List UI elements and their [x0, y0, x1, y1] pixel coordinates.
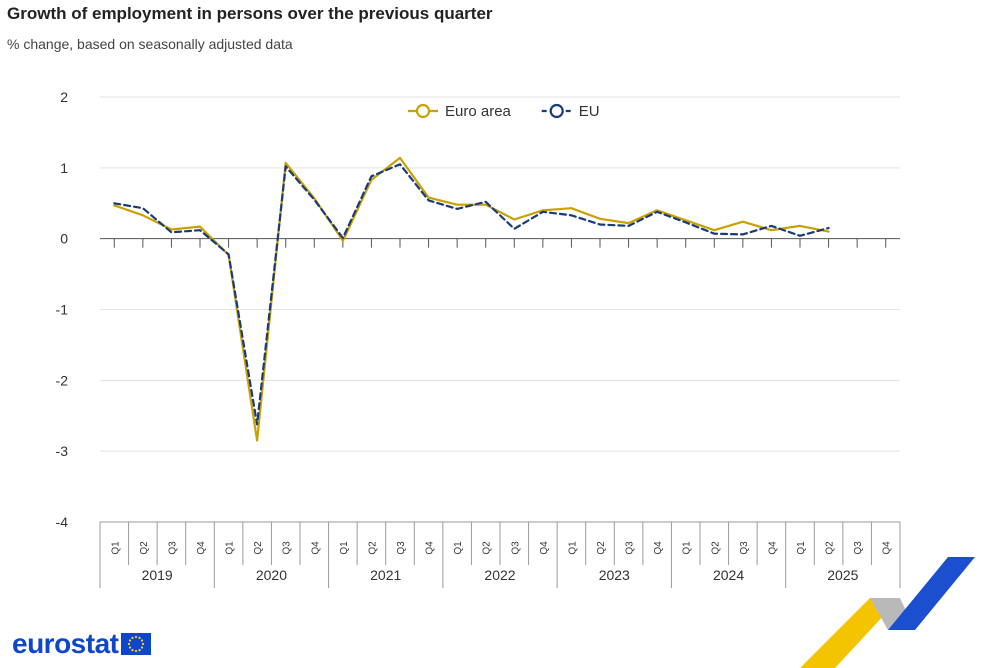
y-tick-label: -4 [56, 514, 69, 530]
legend-item[interactable]: EU [541, 103, 600, 120]
y-axis: 2 1 0 -1 -2 -3 -4 [56, 89, 69, 530]
legend-label: EU [579, 103, 600, 120]
y-tick-label: 1 [60, 160, 68, 176]
y-tick-label: 0 [60, 231, 68, 247]
x-tick-label-year: 2021 [370, 567, 401, 583]
series-line-eu [113, 163, 830, 426]
x-tick-label-quarter: Q3 [625, 541, 636, 555]
x-tick-label-year: 2023 [599, 567, 630, 583]
x-tick-label-quarter: Q2 [482, 541, 493, 555]
x-tick-label-quarter: Q3 [282, 541, 293, 555]
x-tick-label-quarter: Q3 [739, 541, 750, 555]
x-tick-label-quarter: Q4 [539, 541, 550, 555]
x-tick-label-quarter: Q4 [425, 541, 436, 555]
chart-subtitle: % change, based on seasonally adjusted d… [7, 36, 293, 52]
legend: Euro area EU [408, 103, 600, 120]
x-tick-label-year: 2025 [827, 567, 858, 583]
x-tick-label-quarter: Q2 [825, 541, 836, 555]
x-tick-label-quarter: Q3 [510, 541, 521, 555]
eu-flag-icon [121, 633, 152, 655]
eurostat-logo: eurostat [12, 628, 152, 660]
y-tick-label: -3 [56, 443, 69, 459]
y-tick-label: 2 [60, 89, 68, 105]
grid-lines [100, 96, 900, 523]
x-tick-label-quarter: Q4 [653, 541, 664, 555]
x-tick-label-quarter: Q2 [139, 541, 150, 555]
y-tick-label: -1 [56, 302, 69, 318]
x-tick-label-quarter: Q4 [767, 541, 778, 555]
x-tick-label-quarter: Q2 [596, 541, 607, 555]
legend-marker-icon [415, 103, 431, 119]
x-tick-label-quarter: Q4 [882, 541, 893, 555]
x-tick-label-quarter: Q2 [710, 541, 721, 555]
legend-marker-icon [549, 103, 564, 119]
series-line-euro-area [113, 156, 830, 442]
x-tick-label-quarter: Q1 [110, 541, 121, 555]
x-tick-label-quarter: Q4 [196, 541, 207, 555]
x-tick-label-quarter: Q1 [225, 541, 236, 555]
y-tick-label: -2 [56, 372, 69, 388]
x-tick-label-year: 2020 [256, 567, 287, 583]
legend-item[interactable]: Euro area [408, 103, 512, 120]
x-tick-label-quarter: Q1 [339, 541, 350, 555]
x-axis: Q1 Q2 Q3 Q4 Q1 Q2 Q3 Q4 Q1 Q2 Q3 Q4 Q1 Q2 Q3 Q4 Q1 Q2 Q3 Q4… [99, 238, 901, 588]
x-tick-label-quarter: Q1 [796, 541, 807, 555]
series-lines [113, 156, 830, 442]
x-tick-label-year: 2024 [713, 567, 744, 583]
logo-text: eurostat [12, 628, 119, 659]
x-tick-label-year: 2019 [142, 567, 173, 583]
x-tick-label-quarter: Q2 [367, 541, 378, 555]
x-tick-label-year: 2022 [484, 567, 515, 583]
x-tick-label-quarter: Q1 [567, 541, 578, 555]
x-tick-label-quarter: Q2 [253, 541, 264, 555]
x-tick-label-quarter: Q3 [853, 541, 864, 555]
x-tick-label-quarter: Q3 [396, 541, 407, 555]
chart-title: Growth of employment in persons over the… [7, 4, 493, 23]
decorative-ribbon [800, 557, 975, 668]
x-tick-label-quarter: Q3 [167, 541, 178, 555]
x-tick-label-quarter: Q1 [453, 541, 464, 555]
legend-label: Euro area [445, 103, 512, 120]
x-tick-label-quarter: Q1 [682, 541, 693, 555]
x-tick-label-quarter: Q4 [310, 541, 321, 555]
